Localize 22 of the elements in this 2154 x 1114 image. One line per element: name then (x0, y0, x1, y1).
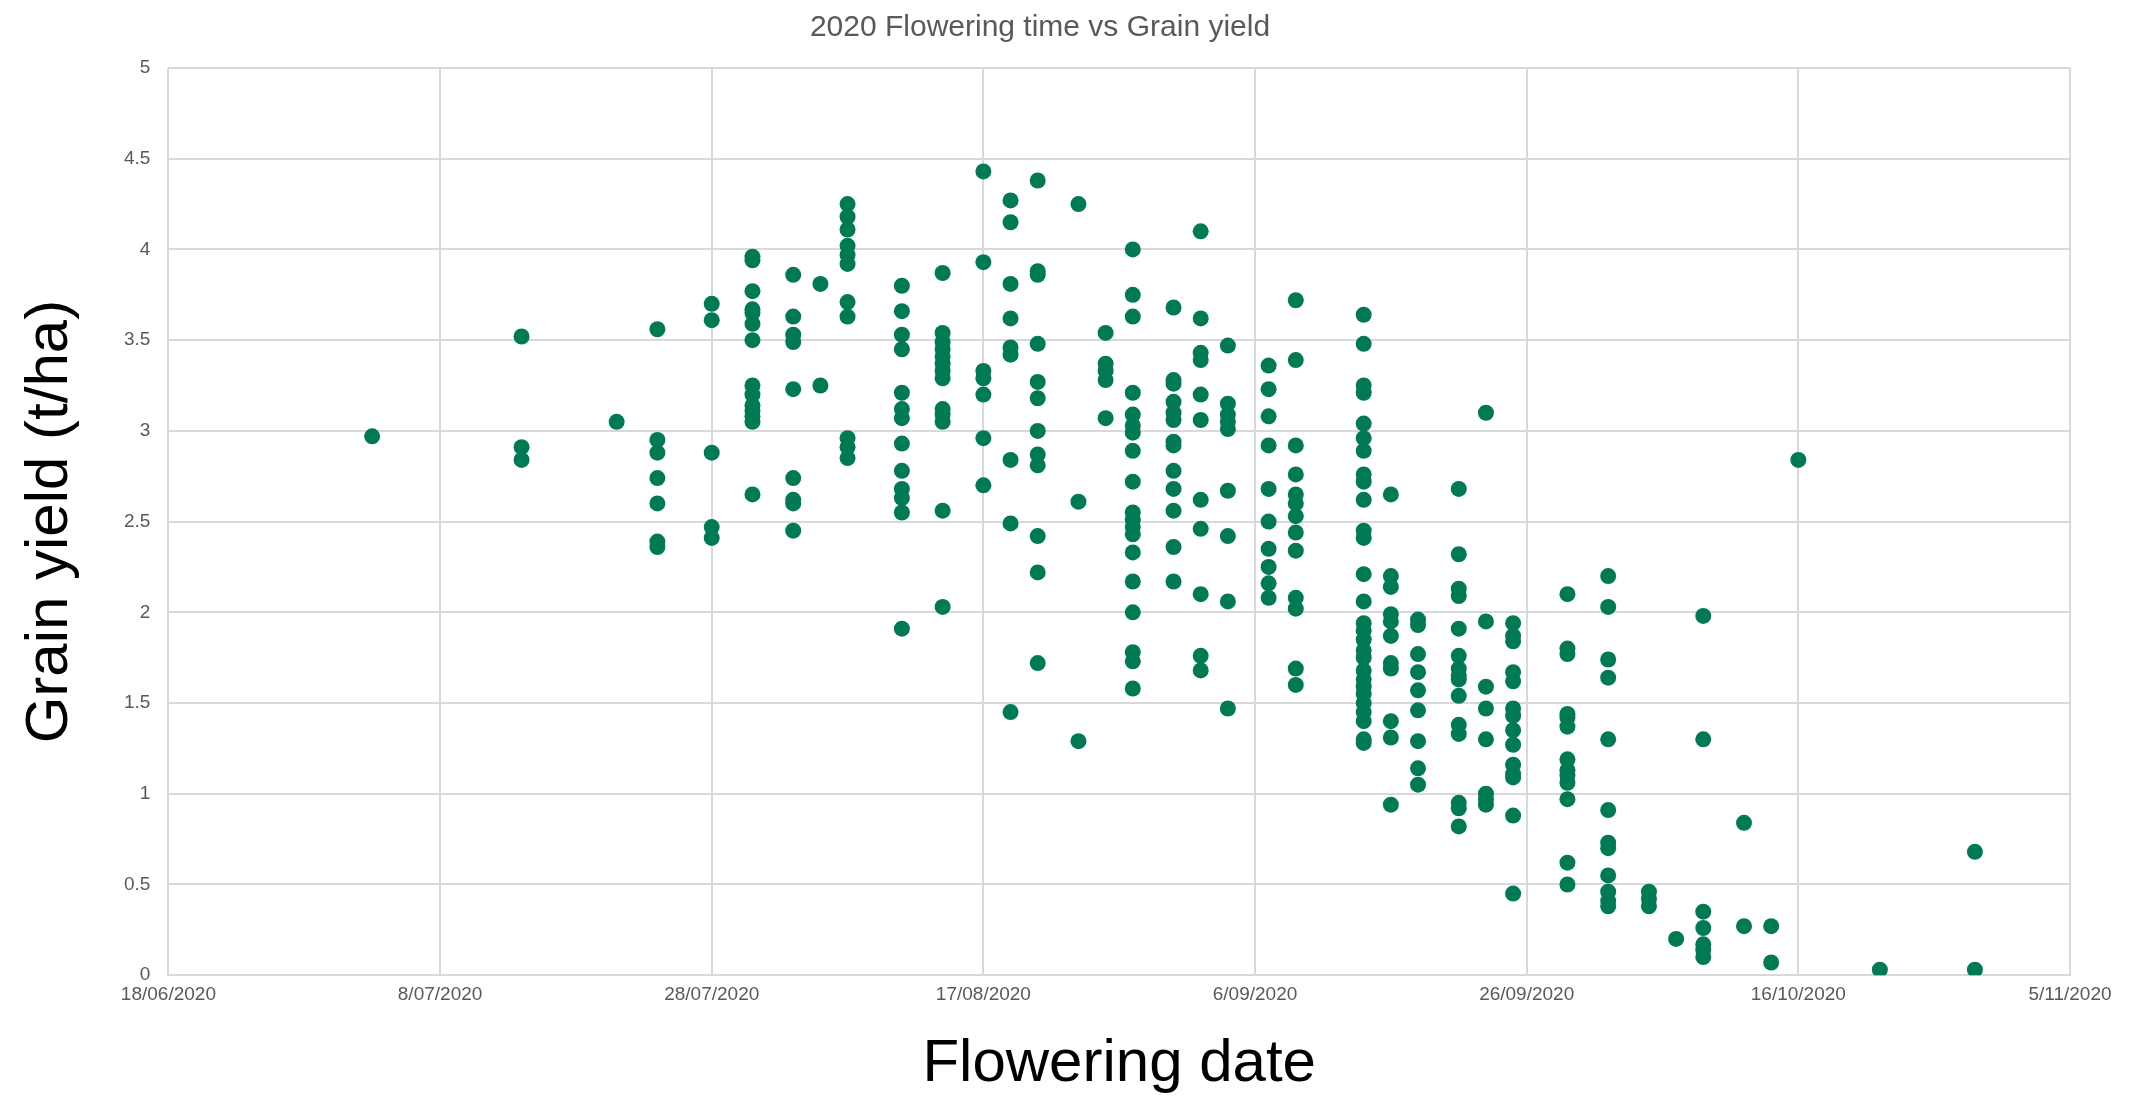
x-tick-label: 26/09/2020 (1479, 982, 1575, 1004)
y-tick-label: 4.5 (123, 146, 151, 168)
y-tick-label: 2 (139, 600, 151, 622)
y-tick-label: 0 (139, 963, 151, 985)
y-tick-label: 1.5 (123, 691, 151, 713)
y-tick-label: 3 (139, 419, 151, 441)
y-tick-label: 1 (139, 781, 151, 803)
y-axis-title: Grain yield (t/ha) (12, 299, 80, 744)
x-tick-label: 8/07/2020 (397, 982, 483, 1004)
chart-title: 2020 Flowering time vs Grain yield (809, 9, 1271, 43)
x-tick-label: 5/11/2020 (2028, 982, 2112, 1004)
x-axis-title: Flowering date (922, 1026, 1316, 1094)
x-tick-label: 16/10/2020 (1750, 982, 1846, 1004)
y-tick-label: 4 (139, 237, 151, 259)
x-tick-label: 28/07/2020 (664, 982, 760, 1004)
x-tick-label: 6/09/2020 (1212, 982, 1298, 1004)
x-tick-label: 17/08/2020 (935, 982, 1031, 1004)
y-tick-label: 0.5 (123, 872, 151, 894)
x-tick-label: 18/06/2020 (120, 982, 216, 1004)
y-tick-label: 3.5 (123, 328, 151, 350)
y-tick-label: 2.5 (123, 509, 151, 531)
y-tick-label: 5 (139, 56, 151, 78)
